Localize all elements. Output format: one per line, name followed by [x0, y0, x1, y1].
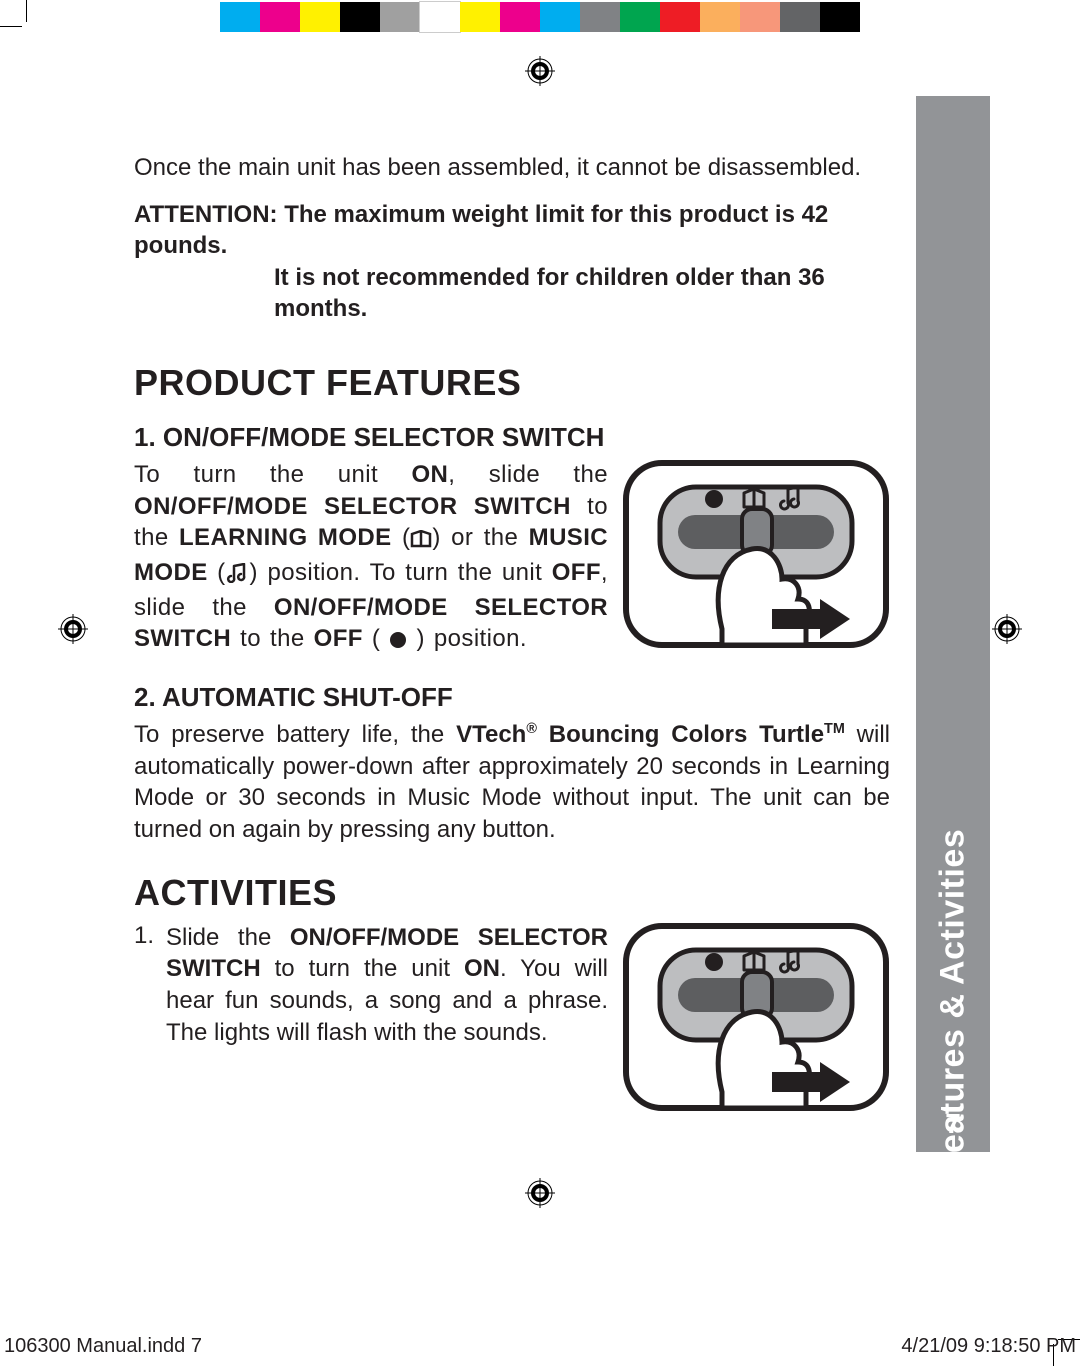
dot-icon [389, 626, 407, 658]
book-icon [410, 525, 432, 557]
heading-product-features: PRODUCT FEATURES [134, 362, 890, 404]
color-swatch [540, 2, 580, 32]
color-swatch [660, 2, 700, 32]
music-icon [226, 560, 250, 592]
color-swatch [580, 2, 620, 32]
color-swatch [300, 2, 340, 32]
color-swatch [740, 2, 780, 32]
heading-activities: ACTIVITIES [134, 872, 890, 914]
registration-mark-icon [525, 56, 555, 86]
color-swatch [420, 2, 460, 32]
footer-file: 106300 Manual.indd 7 [4, 1335, 202, 1358]
attention-line1: ATTENTION: The maximum weight limit for … [134, 201, 828, 259]
feature-2-body: To preserve battery life, the VTech® Bou… [134, 719, 890, 846]
registration-mark-icon [525, 1178, 555, 1208]
color-swatch [780, 2, 820, 32]
color-swatch [820, 2, 860, 32]
attention-line2: It is not recommended for children older… [134, 262, 890, 324]
footer: 106300 Manual.indd 7 4/21/09 9:18:50 PM [4, 1335, 1076, 1358]
intro-text: Once the main unit has been assembled, i… [134, 152, 890, 183]
switch-illustration-2 [622, 922, 890, 1112]
feature-2-title: 2. AUTOMATIC SHUT-OFF [134, 682, 890, 713]
registration-mark-icon [58, 614, 88, 644]
color-registration-bar [220, 2, 860, 32]
color-swatch [220, 2, 260, 32]
color-swatch [260, 2, 300, 32]
feature-1-title: 1. ON/OFF/MODE SELECTOR SWITCH [134, 422, 890, 453]
color-swatch [460, 2, 500, 32]
sidebar-page-number: 7 [916, 1108, 990, 1140]
sidebar-title: Product Features & Activities [934, 829, 973, 1316]
color-swatch [700, 2, 740, 32]
registration-mark-icon [992, 614, 1022, 644]
color-swatch [340, 2, 380, 32]
color-swatch [380, 2, 420, 32]
activity-1-number: 1. [134, 922, 166, 1049]
activity-1-body: Slide the ON/OFF/MODE SELECTOR SWITCH to… [166, 922, 608, 1049]
activity-1: 1. Slide the ON/OFF/MODE SELECTOR SWITCH… [134, 922, 890, 1118]
footer-timestamp: 4/21/09 9:18:50 PM [901, 1335, 1076, 1358]
feature-1: 1. ON/OFF/MODE SELECTOR SWITCH [134, 412, 890, 658]
crop-mark-tl [0, 0, 40, 40]
switch-illustration-1 [622, 459, 890, 649]
feature-2: 2. AUTOMATIC SHUT-OFF To preserve batter… [134, 672, 890, 846]
attention-text: ATTENTION: The maximum weight limit for … [134, 199, 890, 324]
color-swatch [620, 2, 660, 32]
page-area: Product Features & Activities 7 Once the… [90, 96, 990, 1152]
sidebar-tab: Product Features & Activities 7 [916, 96, 990, 1152]
content-area: Once the main unit has been assembled, i… [134, 152, 890, 1132]
color-swatch [500, 2, 540, 32]
